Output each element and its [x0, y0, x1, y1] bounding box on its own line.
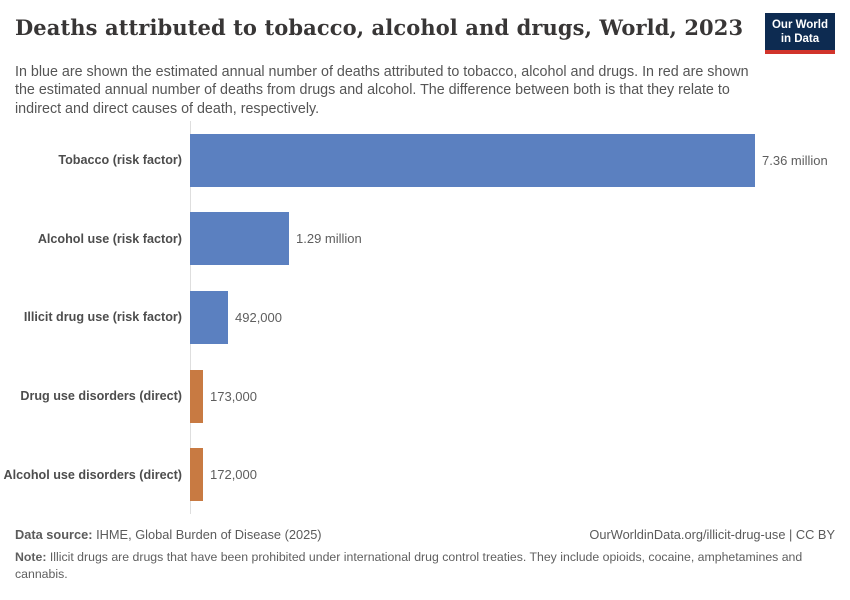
bar-1[interactable] [190, 212, 289, 266]
category-label: Drug use disorders (direct) [20, 389, 182, 404]
value-label: 173,000 [210, 388, 257, 404]
bar-2[interactable] [190, 290, 228, 344]
note-text: Illicit drugs are drugs that have been p… [15, 550, 803, 582]
value-label: 1.29 million [296, 231, 362, 247]
chart-header: Deaths attributed to tobacco, alcohol an… [0, 0, 850, 118]
chart-footer: Data source: IHME, Global Burden of Dise… [15, 527, 835, 583]
logo-line2: in Data [780, 33, 820, 46]
page-title: Deaths attributed to tobacco, alcohol an… [15, 15, 744, 40]
category-label: Alcohol use disorders (direct) [3, 467, 182, 482]
source-row: Data source: IHME, Global Burden of Dise… [15, 527, 835, 542]
chart-note: Note: Illicit drugs are drugs that have … [15, 549, 821, 583]
category-label: Tobacco (risk factor) [58, 153, 182, 168]
value-label: 492,000 [235, 309, 282, 325]
data-source: Data source: IHME, Global Burden of Dise… [15, 527, 322, 542]
bar-row: Illicit drug use (risk factor) 492,000 [15, 278, 835, 357]
bar-chart: Tobacco (risk factor) 7.36 million Alcohol… [3, 121, 835, 514]
data-source-label: Data source: [15, 527, 93, 542]
bar-row: Tobacco (risk factor) 7.36 million [15, 121, 835, 200]
title-row: Deaths attributed to tobacco, alcohol an… [15, 13, 835, 54]
bar-row: Alcohol use disorders (direct) 172,000 [3, 435, 835, 514]
bar-chart-rows: Tobacco (risk factor) 7.36 million Alcohol… [3, 121, 835, 514]
category-label: Alcohol use (risk factor) [37, 231, 182, 246]
bar-row: Drug use disorders (direct) 173,000 [15, 357, 835, 436]
attribution-link[interactable]: OurWorldinData.org/illicit-drug-use | CC… [589, 527, 835, 542]
bar-0[interactable] [190, 133, 755, 187]
category-label: Illicit drug use (risk factor) [23, 310, 182, 325]
bar-row: Alcohol use (risk factor) 1.29 million [15, 200, 835, 279]
logo-line1: Our World [771, 19, 828, 31]
owid-logo[interactable]: Our World in Data [764, 13, 835, 54]
value-label: 7.36 million [762, 152, 828, 168]
value-label: 172,000 [210, 467, 257, 483]
note-label: Note: [15, 550, 47, 564]
chart-subtitle: In blue are shown the estimated annual n… [15, 63, 749, 117]
bar-3[interactable] [190, 369, 203, 423]
bar-4[interactable] [190, 448, 203, 502]
data-source-value: IHME, Global Burden of Disease (2025) [96, 527, 322, 542]
